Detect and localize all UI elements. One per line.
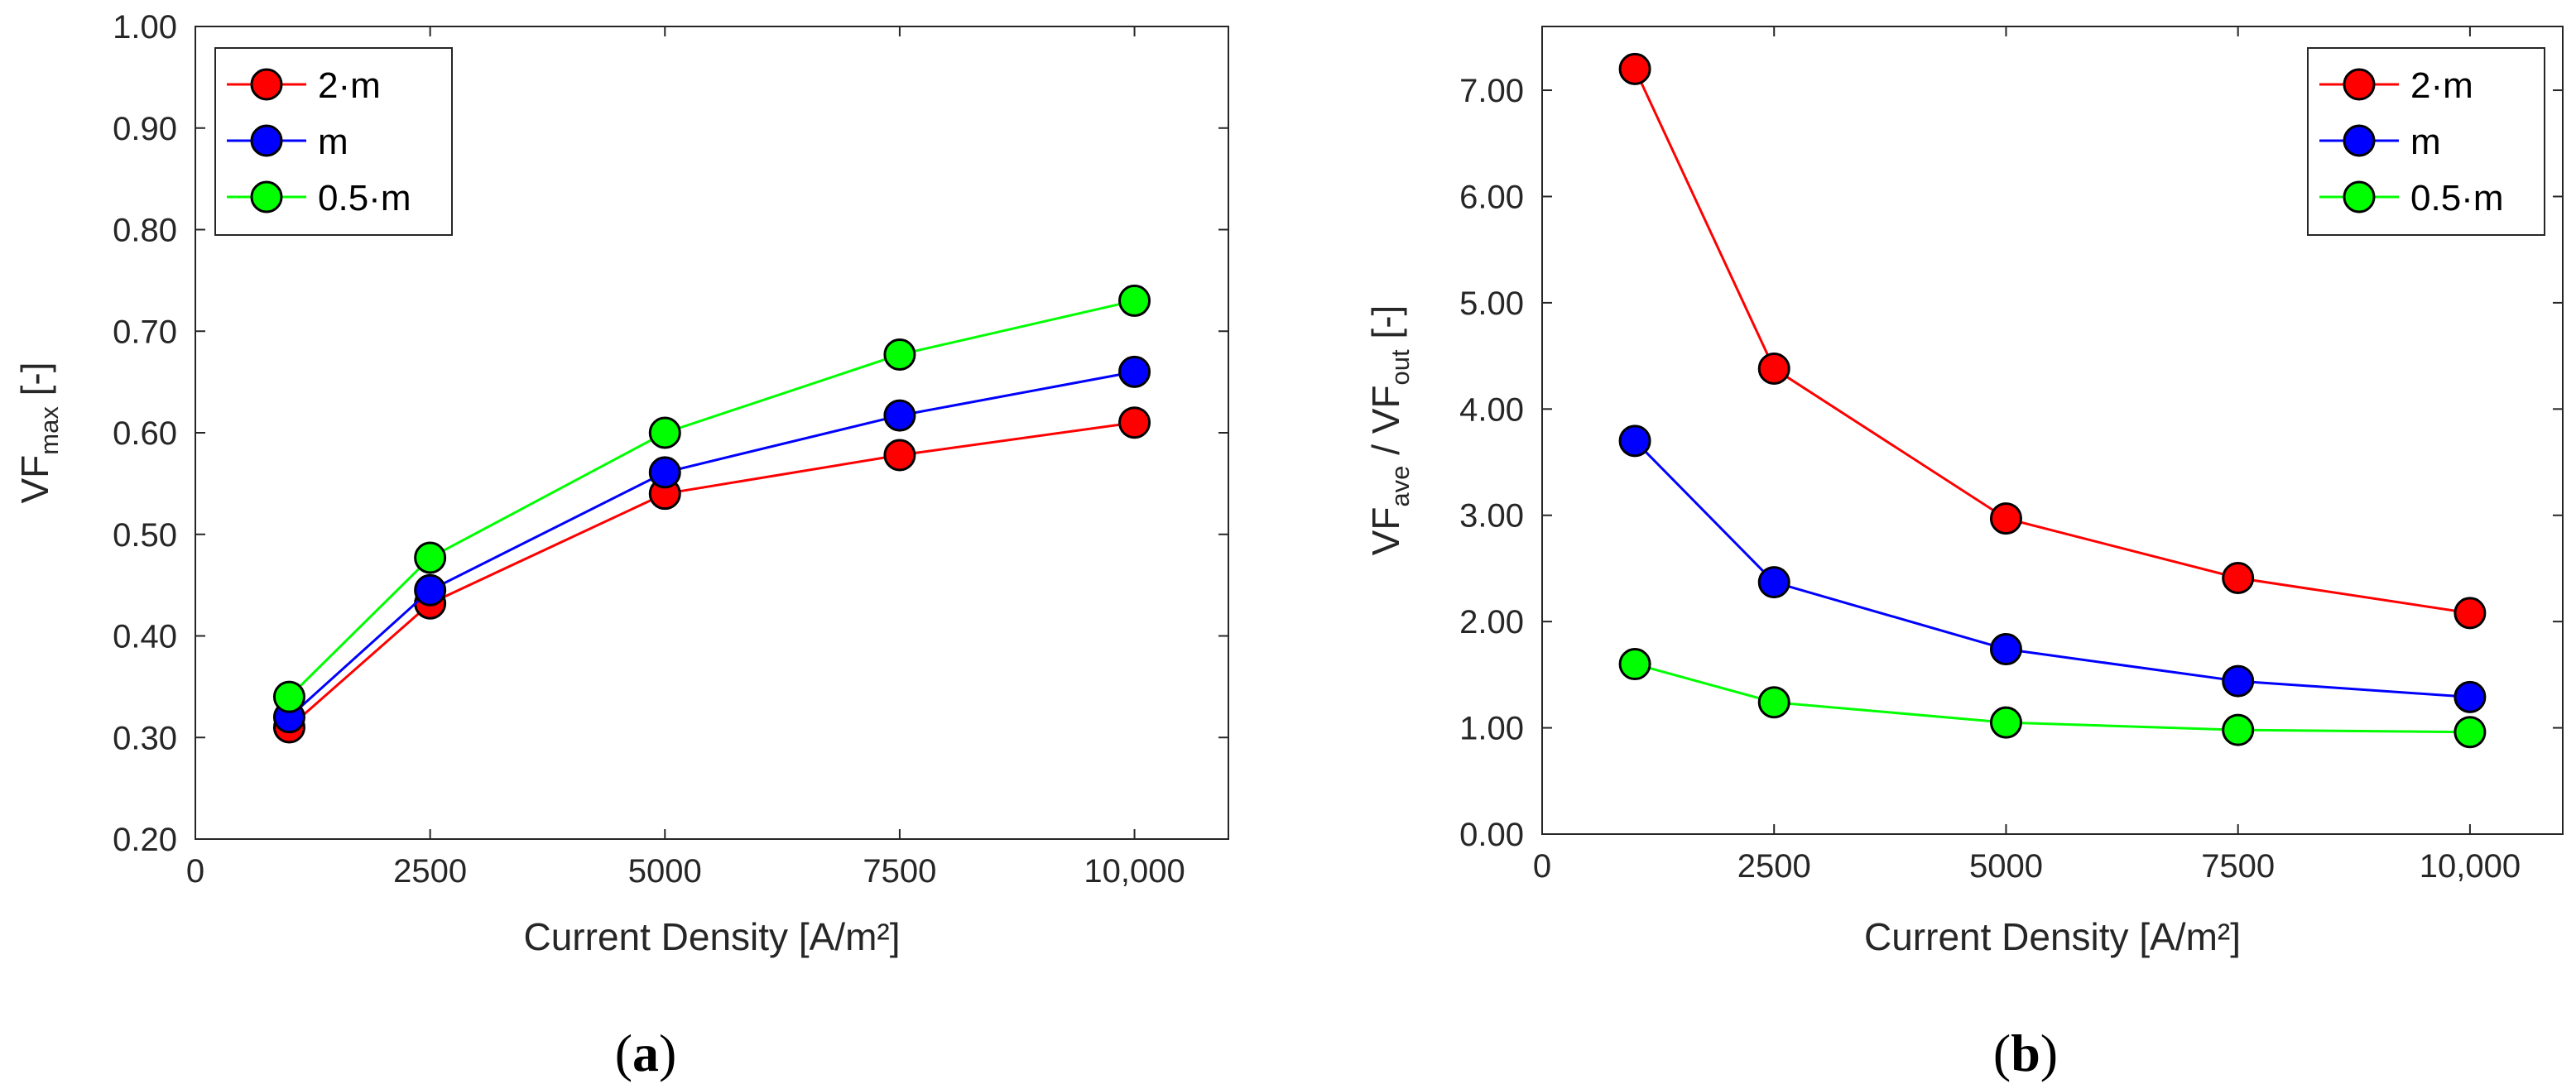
y-tick-label: 0.40: [113, 619, 177, 655]
data-point: [2222, 664, 2255, 698]
data-point: [2453, 716, 2487, 749]
y-tick-label: 5.00: [1459, 285, 1524, 322]
data-point: [1618, 648, 1651, 681]
legend-label: 0.5·m: [318, 178, 411, 218]
series-line-3: [288, 299, 1135, 698]
series-line-1: [288, 421, 1135, 729]
caption-letter: a: [632, 1024, 659, 1082]
x-tick-label: 7500: [863, 853, 936, 890]
y-label-suffix: [-]: [13, 362, 56, 406]
y-tick-label: 6.00: [1459, 179, 1524, 215]
legend-label: 2·m: [2410, 65, 2473, 106]
y-label-subscript: max: [35, 406, 64, 455]
legend: 2·m m 0.5·m: [214, 47, 453, 236]
y-tick-label: 0.60: [113, 415, 177, 452]
legend-label: m: [318, 122, 348, 162]
data-point: [1989, 706, 2022, 739]
data-point: [2222, 562, 2255, 595]
data-point: [883, 338, 916, 371]
legend-label: 2·m: [318, 65, 381, 106]
y-tick-label: 4.00: [1459, 391, 1524, 428]
series-line-2: [1634, 439, 2471, 698]
y-tick-label: 1.00: [1459, 711, 1524, 747]
data-point: [883, 399, 916, 432]
plot-frame: [1541, 26, 2564, 835]
y-label-subscript-2: out: [1386, 349, 1415, 385]
data-point: [1118, 284, 1151, 317]
caption-letter: b: [2011, 1024, 2040, 1082]
y-tick-label: 3.00: [1459, 498, 1524, 535]
y-tick-label: 0.50: [113, 517, 177, 554]
x-tick-label: 2500: [1737, 848, 1811, 885]
data-point: [272, 680, 305, 713]
panel-caption: (a): [615, 1024, 677, 1082]
series-line-2: [288, 370, 1135, 718]
y-tick-label: 0.30: [113, 720, 177, 756]
data-point: [414, 541, 447, 574]
chart-panel-1: 0 2500 5000 7500 10,000 0.20 0.30 0.40 0.50 0.60 0…: [13, 9, 1229, 1082]
x-axis-label: Current Density [A/m²]: [1864, 915, 2241, 958]
y-label-suffix: [-]: [1364, 305, 1407, 350]
y-label-mid: / VF: [1364, 385, 1407, 465]
y-tick-label: 0.90: [113, 111, 177, 147]
x-axis-label: Current Density [A/m²]: [524, 915, 901, 958]
data-point: [1757, 686, 1790, 719]
y-tick-label: 7.00: [1459, 73, 1524, 109]
legend-label: 0.5·m: [2410, 178, 2503, 218]
y-tick-label: 1.00: [113, 9, 177, 46]
x-tick-label: 0: [1533, 848, 1551, 885]
x-tick-label: 5000: [1969, 848, 2043, 885]
data-point: [1618, 52, 1651, 85]
data-point: [2453, 680, 2487, 713]
x-tick-label: 2500: [393, 853, 467, 890]
legend-marker: [250, 68, 283, 101]
y-tick-label: 2.00: [1459, 604, 1524, 640]
y-tick-label: 0.00: [1459, 817, 1524, 853]
caption-open: (: [1993, 1024, 2011, 1082]
panel-caption: (b): [1993, 1024, 2058, 1082]
x-tick-label: 10,000: [1084, 853, 1185, 890]
data-point: [1989, 502, 2022, 535]
y-axis-label: VFave / VFout [-]: [1364, 305, 1415, 556]
y-label-subscript: ave: [1386, 466, 1415, 507]
legend: 2·m m 0.5·m: [2307, 47, 2545, 236]
data-point: [1118, 355, 1151, 388]
y-label-main: VF: [1364, 507, 1407, 556]
data-point: [1757, 566, 1790, 599]
y-axis-label: VFmax [-]: [13, 362, 64, 503]
data-point: [1757, 353, 1790, 386]
chart-panel-2: 0 2500 5000 7500 10,000 0.00 1.00 2.00 3.00 4.00 5…: [1364, 26, 2564, 1082]
legend-label: m: [2410, 122, 2441, 162]
caption-open: (: [615, 1024, 632, 1082]
y-label-main: VF: [13, 455, 56, 504]
data-point: [883, 439, 916, 472]
legend-marker: [250, 180, 283, 213]
y-tick-label: 0.70: [113, 314, 177, 350]
legend-marker: [2343, 124, 2376, 157]
caption-close: ): [659, 1024, 676, 1082]
data-point: [648, 416, 681, 449]
x-tick-label: 5000: [628, 853, 702, 890]
legend-marker: [2343, 180, 2376, 213]
legend-marker: [2343, 68, 2376, 101]
data-point: [414, 573, 447, 607]
x-tick-label: 0: [186, 853, 204, 890]
y-tick-label: 0.20: [113, 822, 177, 858]
data-point: [1118, 406, 1151, 439]
data-point: [1989, 633, 2022, 666]
x-tick-label: 10,000: [2420, 848, 2521, 885]
x-tick-label: 7500: [2201, 848, 2275, 885]
data-point: [648, 456, 681, 489]
legend-marker: [250, 124, 283, 157]
caption-close: ): [2040, 1024, 2058, 1082]
data-point: [1618, 424, 1651, 458]
data-point: [2222, 713, 2255, 746]
data-point: [2453, 597, 2487, 630]
y-tick-label: 0.80: [113, 213, 177, 249]
